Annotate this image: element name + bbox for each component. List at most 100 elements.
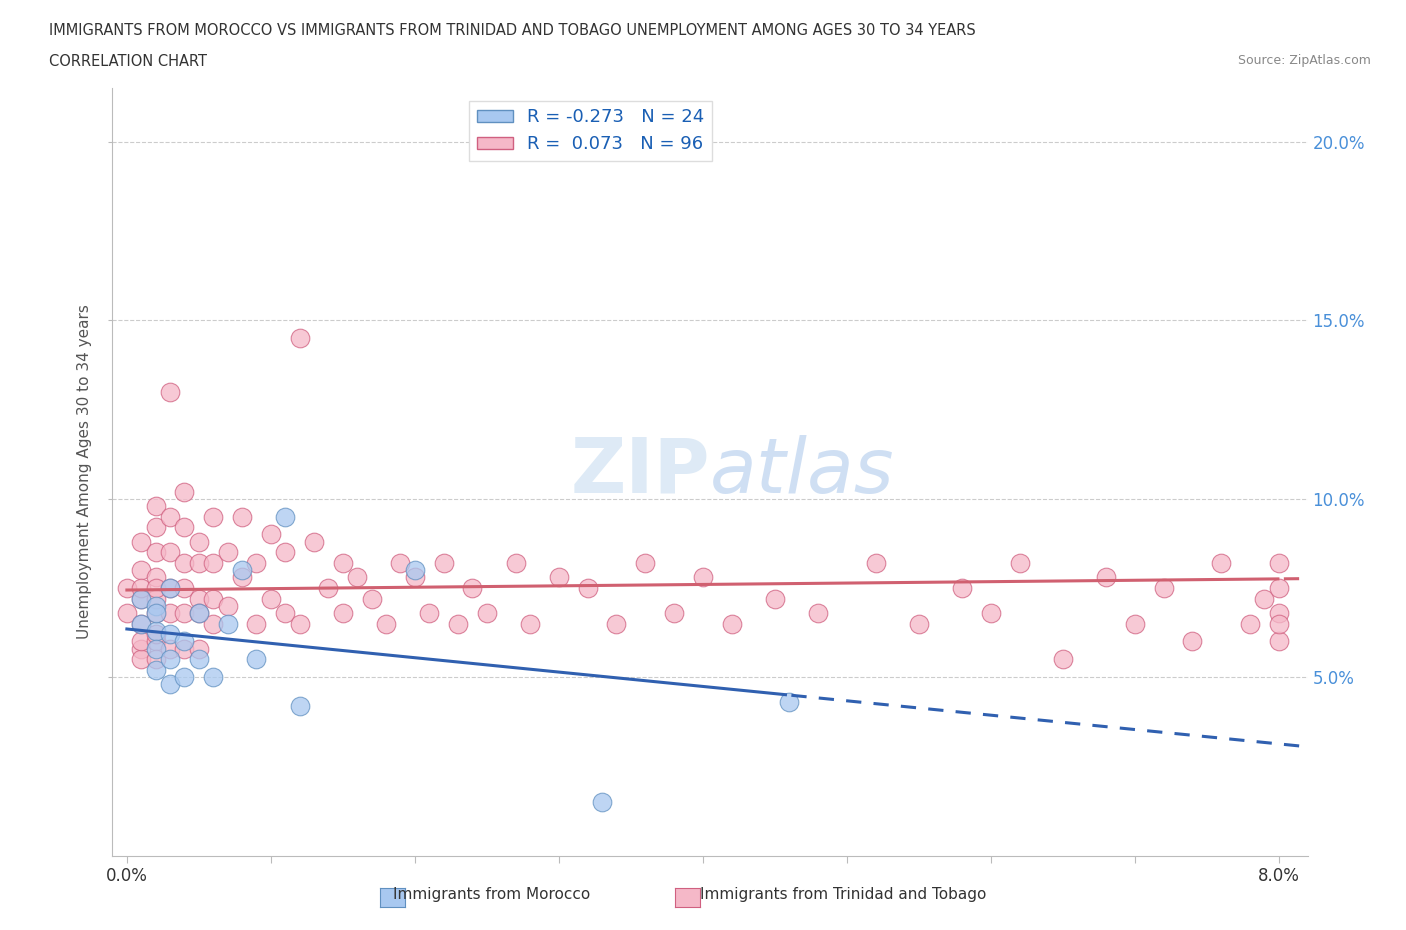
Legend: R = -0.273   N = 24, R =  0.073   N = 96: R = -0.273 N = 24, R = 0.073 N = 96	[470, 101, 711, 161]
Point	[159, 652, 181, 667]
Point	[950, 580, 973, 595]
Point	[202, 509, 225, 524]
Point	[159, 627, 181, 642]
Point	[591, 794, 613, 809]
Point	[260, 591, 283, 606]
Point	[187, 534, 209, 549]
Point	[245, 617, 267, 631]
Point	[1008, 555, 1031, 570]
Point	[404, 563, 426, 578]
Point	[145, 545, 167, 560]
Point	[302, 534, 325, 549]
Point	[145, 498, 167, 513]
Point	[129, 563, 152, 578]
Point	[173, 641, 195, 656]
Point	[447, 617, 470, 631]
Point	[1268, 580, 1291, 595]
Text: ZIP: ZIP	[571, 435, 710, 509]
Point	[145, 641, 167, 656]
Point	[129, 634, 152, 649]
Point	[1181, 634, 1204, 649]
Point	[1095, 570, 1118, 585]
Point	[159, 545, 181, 560]
Point	[159, 384, 181, 399]
Point	[187, 605, 209, 620]
Text: Immigrants from Morocco: Immigrants from Morocco	[394, 887, 591, 902]
Y-axis label: Unemployment Among Ages 30 to 34 years: Unemployment Among Ages 30 to 34 years	[77, 304, 93, 640]
Point	[1253, 591, 1275, 606]
Point	[634, 555, 657, 570]
Point	[115, 605, 138, 620]
Point	[202, 617, 225, 631]
Point	[576, 580, 599, 595]
Point	[173, 670, 195, 684]
Point	[159, 509, 181, 524]
Point	[260, 527, 283, 542]
Point	[173, 634, 195, 649]
Point	[159, 580, 181, 595]
Point	[375, 617, 398, 631]
Point	[231, 509, 253, 524]
Point	[245, 652, 267, 667]
Point	[865, 555, 887, 570]
Point	[288, 617, 311, 631]
Point	[1211, 555, 1233, 570]
Point	[187, 555, 209, 570]
Point	[332, 555, 354, 570]
Point	[129, 652, 152, 667]
Point	[231, 563, 253, 578]
Point	[461, 580, 484, 595]
Point	[389, 555, 412, 570]
Point	[274, 605, 297, 620]
Point	[145, 652, 167, 667]
Point	[519, 617, 541, 631]
Point	[217, 598, 239, 613]
Point	[418, 605, 440, 620]
Point	[202, 555, 225, 570]
Point	[129, 591, 152, 606]
Point	[129, 641, 152, 656]
Point	[187, 591, 209, 606]
Point	[231, 570, 253, 585]
Point	[187, 652, 209, 667]
Point	[202, 670, 225, 684]
Text: atlas: atlas	[710, 435, 894, 509]
Text: CORRELATION CHART: CORRELATION CHART	[49, 54, 207, 69]
Text: Immigrants from Trinidad and Tobago: Immigrants from Trinidad and Tobago	[700, 887, 987, 902]
Point	[115, 580, 138, 595]
Point	[1153, 580, 1175, 595]
Point	[187, 605, 209, 620]
Point	[662, 605, 685, 620]
Point	[807, 605, 830, 620]
Point	[245, 555, 267, 570]
Point	[318, 580, 340, 595]
Point	[145, 591, 167, 606]
Point	[1268, 634, 1291, 649]
Point	[1268, 617, 1291, 631]
Point	[1239, 617, 1261, 631]
Point	[217, 545, 239, 560]
Point	[433, 555, 456, 570]
Point	[332, 605, 354, 620]
Point	[980, 605, 1002, 620]
Point	[159, 605, 181, 620]
Point	[159, 677, 181, 692]
Point	[692, 570, 714, 585]
Point	[202, 591, 225, 606]
Point	[145, 662, 167, 677]
Point	[605, 617, 627, 631]
Point	[129, 591, 152, 606]
Point	[129, 580, 152, 595]
Point	[145, 570, 167, 585]
Point	[1268, 555, 1291, 570]
Point	[145, 580, 167, 595]
Point	[145, 634, 167, 649]
Point	[346, 570, 368, 585]
Point	[173, 605, 195, 620]
Point	[547, 570, 569, 585]
Point	[505, 555, 527, 570]
Point	[274, 545, 297, 560]
Point	[159, 641, 181, 656]
Point	[159, 580, 181, 595]
Point	[217, 617, 239, 631]
